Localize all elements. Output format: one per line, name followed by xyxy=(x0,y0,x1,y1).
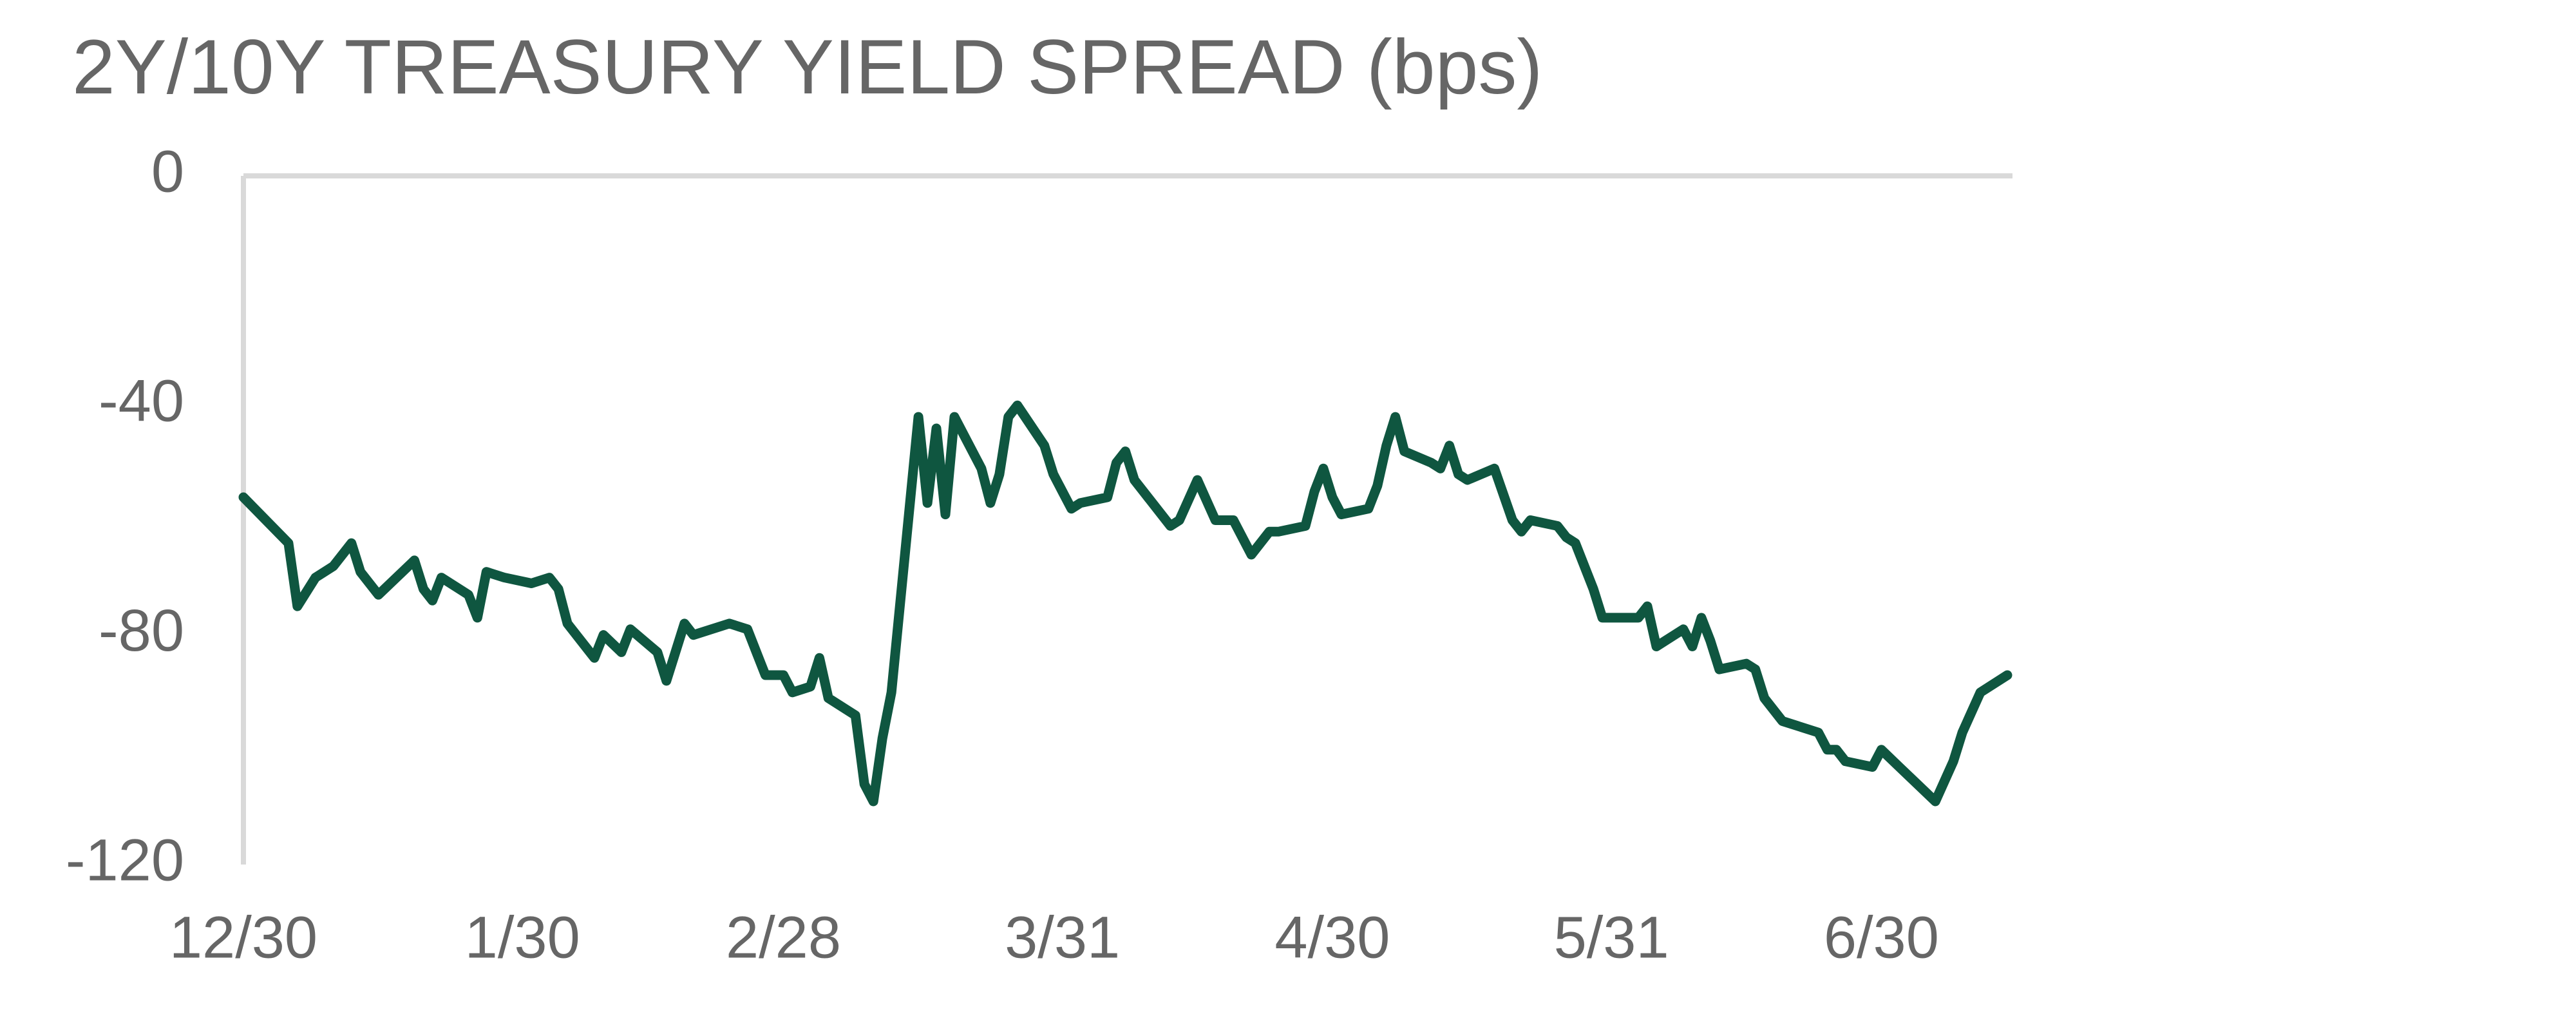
x-tick-label: 2/28 xyxy=(726,904,841,970)
x-tick-label: 3/31 xyxy=(1005,904,1120,970)
x-tick-label: 1/30 xyxy=(465,904,580,970)
y-tick-label: -40 xyxy=(99,368,184,434)
x-tick-label: 6/30 xyxy=(1824,904,1939,970)
x-tick-label: 12/30 xyxy=(169,904,317,970)
y-tick-label: -120 xyxy=(66,827,184,893)
x-tick-label: 5/31 xyxy=(1554,904,1669,970)
y-tick-label: 0 xyxy=(151,139,184,204)
chart-title: 2Y/10Y TREASURY YIELD SPREAD (bps) xyxy=(72,24,1542,110)
line-series xyxy=(238,400,2012,807)
x-tick-label: 4/30 xyxy=(1274,904,1390,970)
y-tick-label: -80 xyxy=(99,598,184,664)
